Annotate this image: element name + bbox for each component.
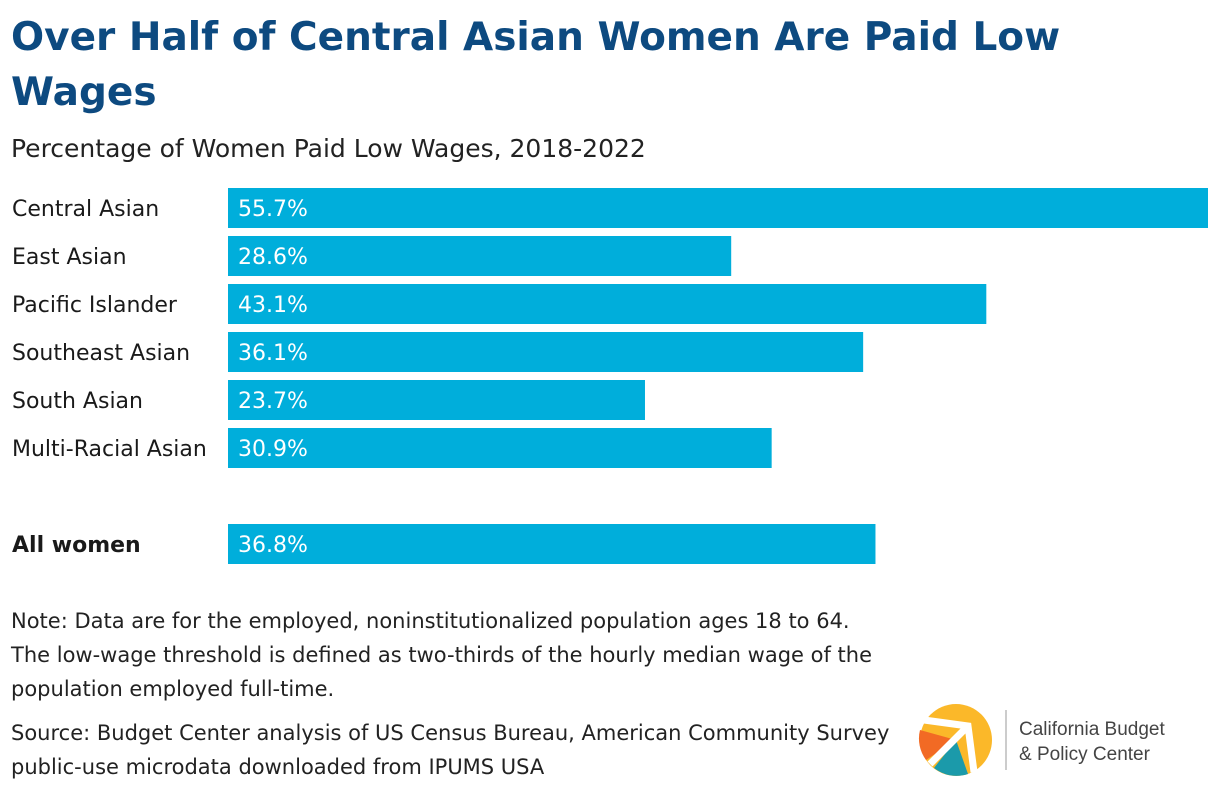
logo-text-line1: California Budget — [1019, 719, 1165, 740]
bar — [228, 428, 772, 468]
chart-note: Note: Data are for the employed, noninst… — [11, 609, 873, 701]
category-label: All women — [12, 533, 141, 558]
chart-source: Source: Budget Center analysis of US Cen… — [11, 721, 890, 779]
value-label: 36.1% — [238, 341, 308, 366]
value-label: 43.1% — [238, 293, 308, 318]
chart-title: Over Half of Central Asian Women Are Pai… — [11, 15, 1061, 115]
bar — [228, 284, 987, 324]
value-label: 55.7% — [238, 197, 308, 222]
value-label: 23.7% — [238, 389, 308, 414]
logo: California Budget & Policy Center — [918, 704, 1165, 776]
bar — [228, 236, 732, 276]
category-label: South Asian — [12, 389, 143, 414]
bar — [228, 380, 645, 420]
logo-text-line2: & Policy Center — [1019, 744, 1151, 765]
bar — [228, 524, 876, 564]
value-label: 36.8% — [238, 533, 308, 558]
chart-subtitle: Percentage of Women Paid Low Wages, 2018… — [11, 134, 646, 163]
category-label: Southeast Asian — [12, 341, 190, 366]
category-label: Multi-Racial Asian — [12, 437, 207, 462]
value-label: 28.6% — [238, 245, 308, 270]
value-label: 30.9% — [238, 437, 308, 462]
bar-chart: Central Asian 55.7% East Asian 28.6% Pacific… — [12, 188, 1208, 564]
logo-icon — [918, 704, 992, 776]
category-label: East Asian — [12, 245, 127, 270]
category-label: Central Asian — [12, 197, 159, 222]
bar — [228, 332, 864, 372]
category-label: Pacific Islander — [12, 293, 178, 318]
bar — [228, 188, 1208, 228]
